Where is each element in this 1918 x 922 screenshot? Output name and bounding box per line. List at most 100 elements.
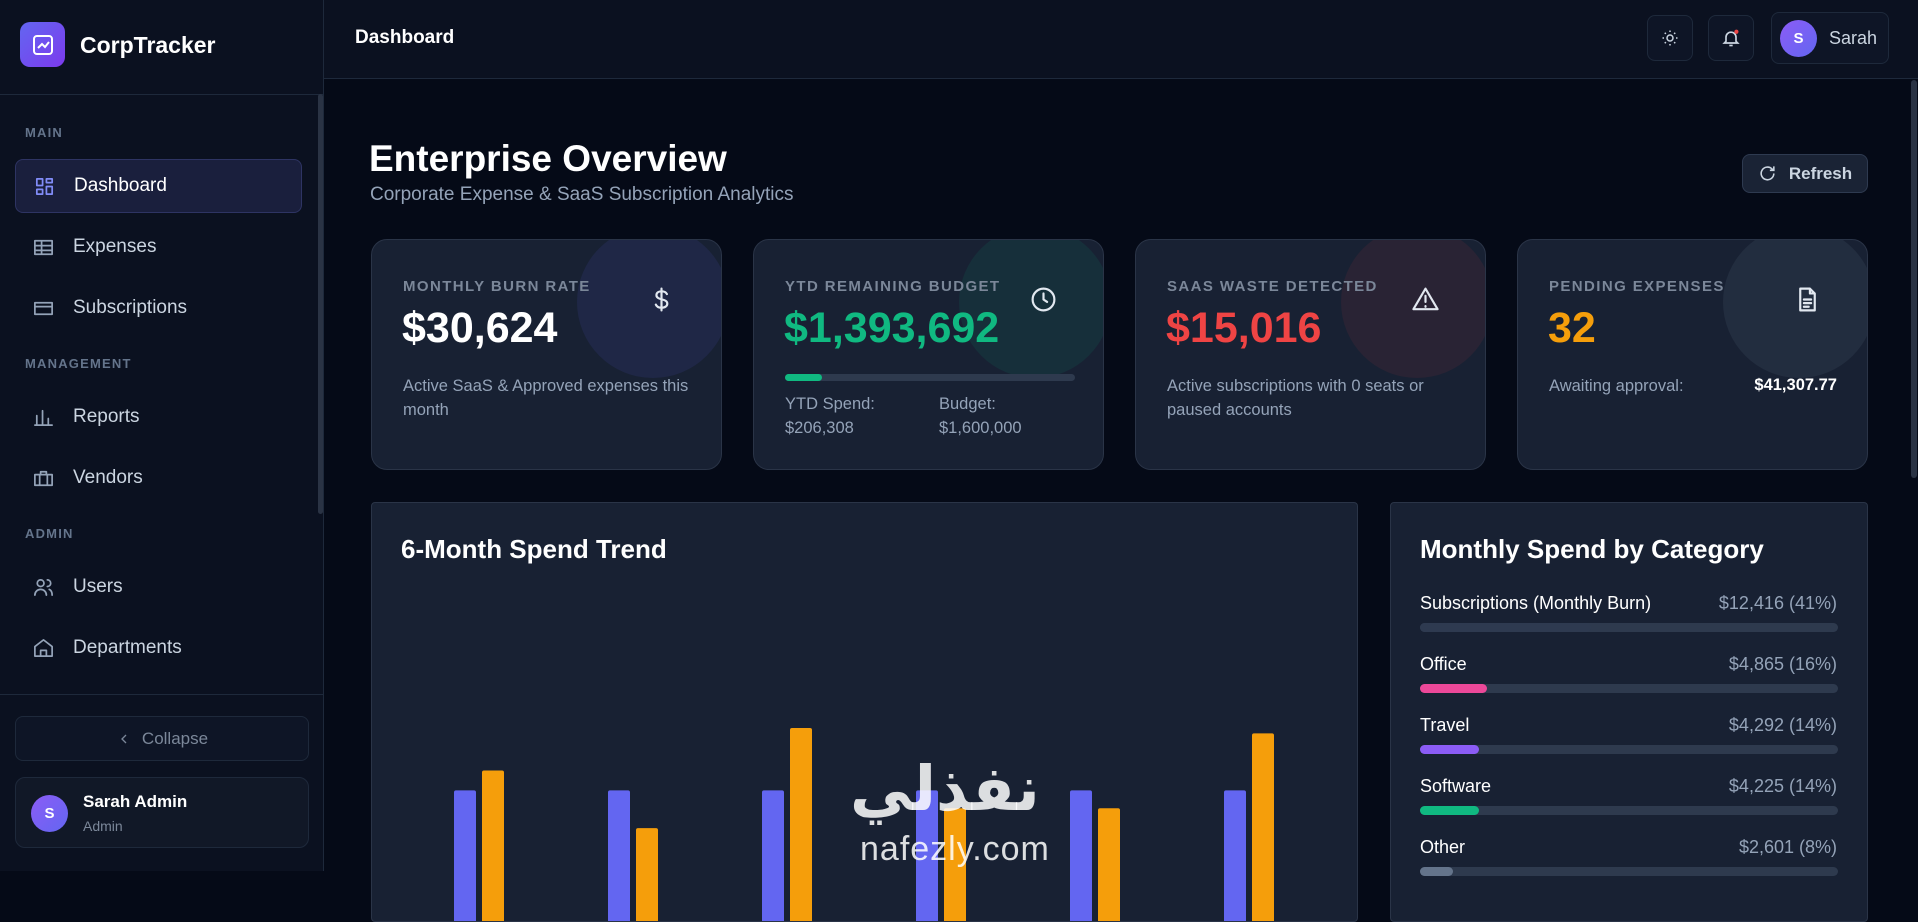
icon-path bbox=[34, 578, 53, 596]
budget-label: Budget: bbox=[939, 395, 996, 413]
nav-label: Users bbox=[73, 576, 123, 597]
detail-label: Awaiting approval: bbox=[1549, 377, 1684, 395]
nav-item[interactable]: Vendors bbox=[15, 451, 302, 505]
card-label: MONTHLY BURN RATE bbox=[403, 278, 591, 295]
card-value: 32 bbox=[1548, 304, 1596, 352]
nav-label: Vendors bbox=[73, 467, 143, 488]
card-description: Active subscriptions with 0 seats or pau… bbox=[1167, 377, 1424, 419]
user-name: Sarah Admin bbox=[83, 792, 188, 811]
category-card: Monthly Spend by Category Subscriptions … bbox=[1390, 502, 1868, 922]
card-value: $1,393,692 bbox=[784, 304, 1000, 352]
nav-item[interactable]: Dashboard bbox=[15, 159, 302, 213]
nav-item[interactable]: Subscriptions bbox=[15, 281, 302, 335]
icon bbox=[1799, 287, 1816, 312]
card-description: Active SaaS & Approved expenses this mon… bbox=[403, 377, 689, 419]
category-track bbox=[1420, 867, 1838, 876]
category-track bbox=[1420, 684, 1838, 693]
sidebar: CorpTracker MAIN Dashboard Expenses Subscri… bbox=[0, 0, 324, 871]
progress-track bbox=[785, 374, 1075, 381]
category-title: Monthly Spend by Category bbox=[1420, 534, 1764, 564]
icon bbox=[34, 578, 53, 596]
icon bbox=[654, 287, 669, 312]
main-scrollbar bbox=[1911, 80, 1917, 478]
divider bbox=[0, 94, 323, 95]
nav-item[interactable]: Users bbox=[15, 560, 302, 614]
icon bbox=[34, 470, 53, 486]
icon-path bbox=[1031, 287, 1056, 312]
user-card[interactable]: S Sarah Admin Admin bbox=[15, 777, 309, 848]
header-user-name: Sarah bbox=[1829, 27, 1878, 48]
category-bar bbox=[1420, 684, 1487, 693]
category-track bbox=[1420, 745, 1838, 754]
nav-label: Expenses bbox=[73, 236, 157, 257]
budget-value: $1,600,000 bbox=[939, 419, 1022, 437]
category-label: Office bbox=[1420, 654, 1467, 674]
logo-icon bbox=[20, 22, 65, 67]
nav-item[interactable]: Departments bbox=[15, 621, 302, 675]
category-bar bbox=[1420, 867, 1454, 876]
category-label: Subscriptions (Monthly Burn) bbox=[1420, 593, 1652, 613]
profile-button[interactable]: S Sarah bbox=[1771, 12, 1889, 64]
nav-item[interactable]: Reports bbox=[15, 390, 302, 444]
icon-path bbox=[34, 409, 53, 426]
watermark-arabic: نفذلي bbox=[850, 755, 1040, 824]
category-track bbox=[1420, 806, 1838, 815]
category-label: Other bbox=[1420, 837, 1466, 857]
category-value: $2,601 (8%) bbox=[1738, 837, 1837, 857]
header: Dashboard S Sarah bbox=[324, 0, 1918, 79]
category-bar bbox=[1420, 806, 1479, 815]
bar bbox=[1224, 790, 1246, 921]
icon bbox=[1031, 287, 1056, 312]
bar bbox=[1098, 808, 1120, 921]
icon-path bbox=[34, 239, 53, 255]
watermark-latin: nafezly.com bbox=[860, 830, 1050, 868]
card-label: SAAS WASTE DETECTED bbox=[1167, 278, 1378, 295]
collapse-label: Collapse bbox=[141, 728, 209, 748]
category-track bbox=[1420, 623, 1838, 632]
icon bbox=[34, 301, 53, 315]
refresh-label: Refresh bbox=[1788, 163, 1853, 183]
icon bbox=[1412, 287, 1439, 311]
detail-value: $41,307.77 bbox=[1754, 376, 1837, 394]
icon bbox=[34, 638, 53, 657]
bar bbox=[1070, 790, 1092, 921]
card-glow bbox=[577, 240, 721, 378]
spend-value: $206,308 bbox=[785, 419, 854, 437]
refresh-button[interactable]: Refresh bbox=[1742, 154, 1868, 193]
icon bbox=[35, 177, 54, 195]
bar bbox=[1252, 733, 1274, 921]
card-value: $15,016 bbox=[1166, 304, 1322, 352]
icon bbox=[34, 239, 53, 255]
bar bbox=[762, 790, 784, 921]
category-label: Travel bbox=[1420, 715, 1470, 735]
theme-button[interactable] bbox=[1647, 15, 1693, 61]
page-subtitle: Corporate Expense & SaaS Subscription An… bbox=[370, 184, 794, 205]
notifications-button[interactable] bbox=[1708, 15, 1754, 61]
category-value: $4,292 (14%) bbox=[1728, 715, 1837, 735]
bar bbox=[608, 790, 630, 921]
page-title: Enterprise Overview bbox=[369, 138, 727, 179]
kpi-card: SAAS WASTE DETECTED $15,016 Active subscri… bbox=[1135, 239, 1486, 470]
bar bbox=[482, 770, 504, 921]
icon bbox=[34, 409, 53, 426]
icon-path bbox=[34, 638, 53, 657]
kpi-card: PENDING EXPENSES 32 Awaiting approval: $41,… bbox=[1517, 239, 1868, 470]
category-label: Software bbox=[1420, 776, 1492, 796]
progress-fill bbox=[785, 374, 823, 381]
category-bar bbox=[1420, 623, 1592, 632]
icon-path bbox=[34, 470, 53, 486]
icon-path bbox=[35, 177, 54, 195]
spend-label: YTD Spend: bbox=[785, 395, 875, 413]
collapse-button[interactable]: Collapse bbox=[15, 716, 309, 761]
nav-section-label: ADMIN bbox=[25, 526, 74, 541]
bar bbox=[454, 790, 476, 921]
card-label: PENDING EXPENSES bbox=[1549, 278, 1725, 295]
category-value: $12,416 (41%) bbox=[1718, 593, 1837, 613]
category-bar bbox=[1420, 745, 1479, 754]
icon-path bbox=[1412, 287, 1439, 311]
category-value: $4,225 (14%) bbox=[1728, 776, 1837, 796]
nav-label: Reports bbox=[73, 406, 140, 427]
nav-item[interactable]: Expenses bbox=[15, 220, 302, 274]
user-avatar: S bbox=[31, 795, 68, 832]
